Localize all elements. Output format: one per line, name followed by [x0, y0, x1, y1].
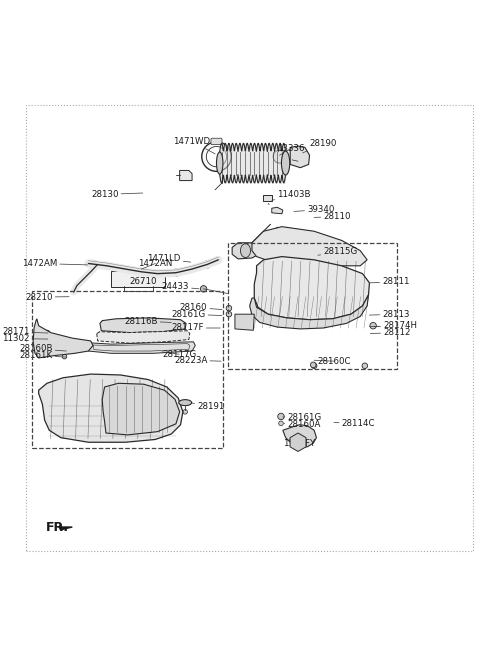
- Text: FR.: FR.: [46, 520, 69, 533]
- Circle shape: [273, 150, 286, 163]
- Polygon shape: [283, 424, 316, 447]
- Text: 28111: 28111: [370, 277, 410, 287]
- Text: 1472AM: 1472AM: [22, 259, 87, 268]
- Circle shape: [362, 363, 368, 369]
- FancyBboxPatch shape: [110, 271, 165, 287]
- Polygon shape: [102, 383, 180, 435]
- Polygon shape: [96, 331, 190, 343]
- Text: 28161K: 28161K: [19, 351, 66, 360]
- Circle shape: [312, 363, 317, 369]
- Text: 28191: 28191: [190, 402, 225, 411]
- Ellipse shape: [240, 243, 251, 258]
- Text: 11302: 11302: [2, 334, 48, 343]
- Polygon shape: [252, 227, 367, 266]
- Polygon shape: [100, 318, 186, 333]
- Circle shape: [279, 421, 283, 426]
- Text: 26710: 26710: [129, 277, 156, 287]
- Text: 28117F: 28117F: [171, 323, 220, 333]
- Text: 39340: 39340: [294, 205, 335, 214]
- Circle shape: [226, 312, 232, 317]
- Circle shape: [204, 260, 211, 268]
- Text: 28116B: 28116B: [124, 317, 171, 325]
- Text: 1471WD: 1471WD: [173, 137, 215, 154]
- Text: 28112: 28112: [371, 328, 411, 337]
- Ellipse shape: [281, 151, 290, 175]
- Text: 28210: 28210: [25, 293, 69, 302]
- Text: 28171: 28171: [2, 327, 48, 336]
- Polygon shape: [232, 243, 259, 259]
- Circle shape: [206, 146, 227, 167]
- Polygon shape: [39, 374, 183, 442]
- Polygon shape: [61, 524, 72, 530]
- Polygon shape: [235, 314, 254, 331]
- Text: 13336: 13336: [277, 144, 305, 155]
- Circle shape: [44, 338, 48, 341]
- Text: 28160C: 28160C: [314, 357, 350, 365]
- Ellipse shape: [216, 152, 223, 174]
- Polygon shape: [33, 319, 93, 358]
- Circle shape: [61, 347, 68, 354]
- Polygon shape: [180, 171, 192, 180]
- Text: 28110: 28110: [314, 212, 351, 221]
- Circle shape: [89, 260, 96, 268]
- Ellipse shape: [179, 400, 192, 405]
- Text: 11403B: 11403B: [272, 190, 311, 200]
- Text: 28160A: 28160A: [284, 420, 321, 429]
- Polygon shape: [87, 342, 195, 354]
- Circle shape: [62, 354, 67, 359]
- Text: 28174H: 28174H: [370, 321, 417, 330]
- Text: 28130: 28130: [91, 190, 143, 199]
- Circle shape: [172, 269, 180, 276]
- Text: 28223A: 28223A: [174, 356, 221, 365]
- Polygon shape: [254, 256, 370, 319]
- Circle shape: [200, 285, 207, 292]
- Text: 28114C: 28114C: [334, 419, 375, 428]
- Text: 28117G: 28117G: [162, 350, 196, 359]
- Circle shape: [370, 323, 376, 329]
- Circle shape: [183, 409, 188, 414]
- Circle shape: [311, 362, 316, 367]
- Text: 28161G: 28161G: [171, 310, 222, 319]
- Text: 1472AN: 1472AN: [138, 259, 172, 269]
- Text: 28113: 28113: [370, 310, 410, 319]
- Text: 28160: 28160: [180, 303, 222, 312]
- Text: 24433: 24433: [161, 282, 199, 291]
- Text: 1140FY: 1140FY: [283, 439, 315, 447]
- Text: 28160B: 28160B: [19, 344, 66, 353]
- Polygon shape: [250, 295, 369, 329]
- Text: 28190: 28190: [302, 139, 337, 153]
- Polygon shape: [264, 195, 272, 201]
- FancyBboxPatch shape: [211, 138, 222, 144]
- Polygon shape: [272, 207, 283, 214]
- Circle shape: [278, 413, 284, 420]
- Text: 1471LD: 1471LD: [147, 255, 191, 264]
- Circle shape: [226, 306, 232, 311]
- Circle shape: [202, 142, 231, 171]
- Text: 28115G: 28115G: [318, 247, 358, 256]
- Text: 28161G: 28161G: [283, 413, 322, 422]
- Polygon shape: [290, 146, 310, 168]
- Polygon shape: [290, 433, 306, 451]
- Circle shape: [44, 331, 50, 337]
